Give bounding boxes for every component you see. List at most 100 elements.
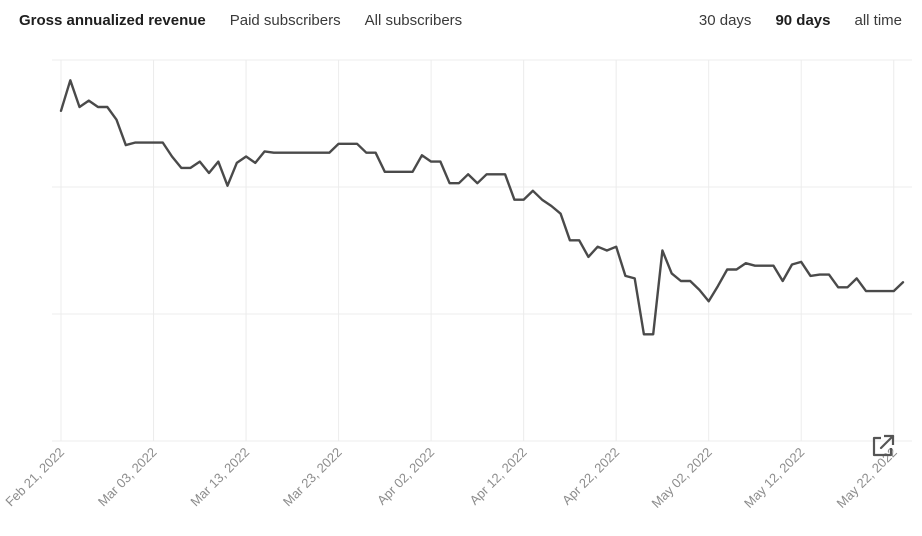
- data-point[interactable]: [95, 104, 101, 110]
- data-point[interactable]: [197, 159, 203, 165]
- data-point[interactable]: [807, 273, 813, 279]
- data-point[interactable]: [530, 188, 536, 194]
- data-point[interactable]: [863, 288, 869, 294]
- data-point[interactable]: [521, 197, 527, 203]
- tab-range-30-days[interactable]: 30 days: [698, 12, 752, 29]
- external-link-icon[interactable]: [870, 433, 896, 459]
- data-point[interactable]: [308, 150, 314, 156]
- data-point[interactable]: [215, 159, 221, 165]
- data-point[interactable]: [678, 278, 684, 284]
- data-point[interactable]: [160, 140, 166, 146]
- data-point[interactable]: [58, 108, 64, 114]
- data-point[interactable]: [123, 142, 129, 148]
- data-point[interactable]: [447, 180, 453, 186]
- data-point[interactable]: [493, 171, 499, 177]
- data-point[interactable]: [632, 275, 638, 281]
- metric-tabs: Gross annualized revenue Paid subscriber…: [19, 12, 462, 29]
- data-point[interactable]: [169, 154, 175, 160]
- data-point[interactable]: [696, 287, 702, 293]
- data-point[interactable]: [280, 150, 286, 156]
- data-point[interactable]: [733, 267, 739, 273]
- data-point[interactable]: [234, 160, 240, 166]
- data-point[interactable]: [363, 150, 369, 156]
- data-point[interactable]: [382, 169, 388, 175]
- data-point[interactable]: [659, 248, 665, 254]
- data-point[interactable]: [178, 165, 184, 171]
- data-point[interactable]: [114, 117, 120, 123]
- data-point[interactable]: [844, 284, 850, 290]
- data-point[interactable]: [86, 98, 92, 104]
- data-point[interactable]: [437, 159, 443, 165]
- data-point[interactable]: [872, 288, 878, 294]
- data-point[interactable]: [604, 248, 610, 254]
- data-point[interactable]: [151, 140, 157, 146]
- data-point[interactable]: [576, 237, 582, 243]
- data-point[interactable]: [548, 203, 554, 209]
- tab-all-subscribers[interactable]: All subscribers: [364, 12, 463, 29]
- tab-paid-subscribers[interactable]: Paid subscribers: [229, 12, 341, 29]
- data-point[interactable]: [511, 197, 517, 203]
- data-point[interactable]: [854, 275, 860, 281]
- data-point[interactable]: [761, 263, 767, 269]
- data-point[interactable]: [354, 141, 360, 147]
- data-point[interactable]: [891, 288, 897, 294]
- data-point[interactable]: [410, 169, 416, 175]
- data-point[interactable]: [262, 148, 268, 154]
- data-point[interactable]: [789, 261, 795, 267]
- data-point[interactable]: [770, 263, 776, 269]
- data-point[interactable]: [798, 259, 804, 265]
- data-point[interactable]: [817, 272, 823, 278]
- data-point[interactable]: [835, 284, 841, 290]
- data-point[interactable]: [243, 154, 249, 160]
- tab-range-90-days[interactable]: 90 days: [775, 12, 831, 29]
- data-point[interactable]: [474, 180, 480, 186]
- tab-gross-annualized-revenue[interactable]: Gross annualized revenue: [19, 12, 206, 29]
- data-point[interactable]: [743, 260, 749, 266]
- data-point[interactable]: [252, 160, 258, 166]
- data-point[interactable]: [465, 171, 471, 177]
- data-point[interactable]: [419, 152, 425, 158]
- data-point[interactable]: [271, 150, 277, 156]
- data-point[interactable]: [558, 211, 564, 217]
- data-point[interactable]: [336, 141, 342, 147]
- data-point[interactable]: [613, 244, 619, 250]
- data-point[interactable]: [502, 171, 508, 177]
- data-point[interactable]: [391, 169, 397, 175]
- data-point[interactable]: [206, 170, 212, 176]
- data-point[interactable]: [132, 140, 138, 146]
- data-point[interactable]: [752, 263, 758, 269]
- data-point[interactable]: [706, 298, 712, 304]
- data-point[interactable]: [900, 279, 906, 285]
- tab-range-all-time[interactable]: all time: [854, 12, 902, 29]
- data-point[interactable]: [650, 331, 656, 337]
- data-point[interactable]: [724, 267, 730, 273]
- data-point[interactable]: [715, 283, 721, 289]
- data-point[interactable]: [141, 140, 147, 146]
- data-point[interactable]: [881, 288, 887, 294]
- data-point[interactable]: [317, 150, 323, 156]
- data-point[interactable]: [299, 150, 305, 156]
- data-point[interactable]: [289, 150, 295, 156]
- data-point[interactable]: [622, 273, 628, 279]
- data-point[interactable]: [641, 331, 647, 337]
- data-point[interactable]: [428, 159, 434, 165]
- data-point[interactable]: [595, 244, 601, 250]
- data-point[interactable]: [484, 171, 490, 177]
- data-point[interactable]: [400, 169, 406, 175]
- data-point[interactable]: [67, 77, 73, 83]
- data-point[interactable]: [373, 150, 379, 156]
- data-point[interactable]: [345, 141, 351, 147]
- data-point[interactable]: [104, 104, 110, 110]
- data-point[interactable]: [669, 270, 675, 276]
- data-point[interactable]: [585, 254, 591, 260]
- data-point[interactable]: [225, 183, 231, 189]
- data-point[interactable]: [456, 180, 462, 186]
- data-point[interactable]: [780, 278, 786, 284]
- data-point[interactable]: [326, 150, 332, 156]
- data-point[interactable]: [826, 272, 832, 278]
- data-point[interactable]: [687, 278, 693, 284]
- data-point[interactable]: [539, 197, 545, 203]
- data-point[interactable]: [188, 165, 194, 171]
- data-point[interactable]: [77, 104, 83, 110]
- data-point[interactable]: [567, 237, 573, 243]
